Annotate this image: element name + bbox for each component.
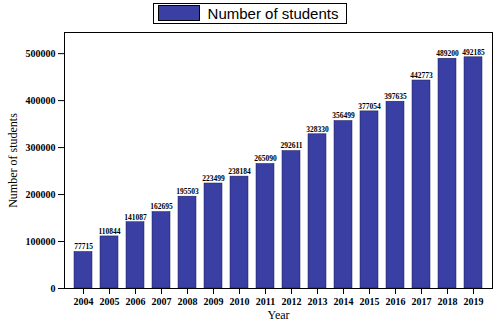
svg-text:2011: 2011	[256, 296, 275, 307]
svg-text:2014: 2014	[334, 296, 354, 307]
svg-text:328330: 328330	[306, 125, 329, 134]
svg-text:265090: 265090	[254, 154, 277, 163]
svg-text:2008: 2008	[178, 296, 198, 307]
html-text:Number of students: Number of students	[207, 4, 339, 22]
svg-text:492185: 492185	[462, 48, 485, 57]
svg-text:489200: 489200	[436, 49, 459, 58]
svg-text:2012: 2012	[282, 296, 302, 307]
svg-text:141087: 141087	[124, 213, 147, 222]
svg-text:238184: 238184	[228, 167, 251, 176]
svg-text:223499: 223499	[202, 174, 225, 183]
svg-text:110844: 110844	[98, 227, 120, 236]
svg-text:2015: 2015	[360, 296, 380, 307]
svg-text:2017: 2017	[412, 296, 432, 307]
svg-text:356499: 356499	[332, 111, 355, 120]
svg-text:100000: 100000	[26, 236, 56, 247]
svg-text:400000: 400000	[26, 95, 56, 106]
svg-text:2016: 2016	[386, 296, 406, 307]
svg-text:0: 0	[51, 283, 56, 294]
svg-text:442773: 442773	[410, 71, 433, 80]
svg-text:162695: 162695	[150, 202, 173, 211]
svg-text:2006: 2006	[126, 296, 146, 307]
svg-text:292611: 292611	[280, 141, 302, 150]
svg-text:377054: 377054	[358, 102, 381, 111]
svg-text:2019: 2019	[464, 296, 484, 307]
svg-text:2010: 2010	[230, 296, 250, 307]
svg-text:397635: 397635	[384, 92, 407, 101]
svg-text:2009: 2009	[204, 296, 224, 307]
svg-text:500000: 500000	[26, 48, 56, 59]
svg-text:Year: Year	[267, 308, 289, 322]
svg-text:200000: 200000	[26, 189, 56, 200]
svg-text:195503: 195503	[176, 187, 199, 196]
svg-text:2007: 2007	[152, 296, 172, 307]
svg-text:2005: 2005	[100, 296, 120, 307]
svg-text:2004: 2004	[74, 296, 94, 307]
svg-text:2018: 2018	[438, 296, 458, 307]
svg-text:300000: 300000	[26, 142, 56, 153]
svg-text:2013: 2013	[308, 296, 328, 307]
svg-text:Number of students: Number of students	[6, 113, 20, 208]
svg-text:77715: 77715	[74, 242, 93, 251]
